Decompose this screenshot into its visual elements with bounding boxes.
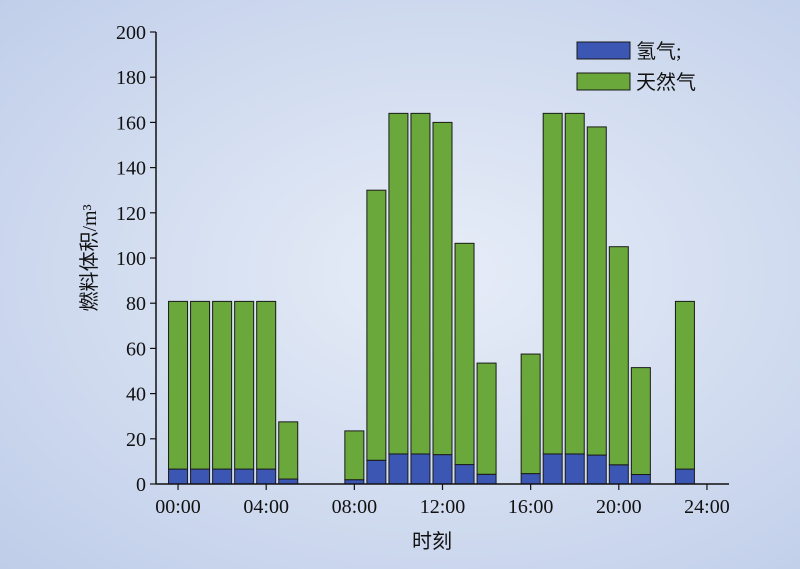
- legend-swatch-natural-gas: [576, 72, 631, 91]
- x-tick-label: 00:00: [155, 496, 201, 518]
- bar-hydrogen-hour-3: [234, 468, 255, 485]
- bar-natural-gas-hour-12: [432, 121, 453, 456]
- bar-hydrogen-hour-21: [630, 474, 651, 485]
- y-tick-label: 140: [116, 158, 146, 180]
- bar-hydrogen-hour-12: [432, 454, 453, 485]
- legend-swatch-hydrogen: [576, 41, 631, 60]
- x-tick-label: 24:00: [684, 496, 730, 518]
- bar-hydrogen-hour-19: [586, 454, 607, 485]
- legend: 氢气; 天然气: [576, 40, 696, 94]
- bar-hydrogen-hour-20: [608, 464, 629, 485]
- y-tick-label: 160: [116, 112, 146, 134]
- bar-natural-gas-hour-23: [674, 300, 695, 470]
- bar-natural-gas-hour-0: [168, 300, 189, 470]
- y-tick-label: 100: [116, 248, 146, 270]
- y-tick-label: 180: [116, 67, 146, 89]
- bar-natural-gas-hour-9: [366, 189, 387, 461]
- bar-natural-gas-hour-18: [564, 112, 585, 455]
- bar-hydrogen-hour-13: [454, 464, 475, 485]
- bar-natural-gas-hour-1: [190, 300, 211, 470]
- bar-natural-gas-hour-21: [630, 367, 651, 476]
- legend-label-natural-gas: 天然气: [636, 71, 696, 94]
- y-tick-label: 20: [126, 429, 146, 451]
- x-tick-label: 12:00: [420, 496, 466, 518]
- bars-group: [168, 112, 695, 485]
- y-tick-label: 0: [136, 474, 146, 496]
- bar-natural-gas-hour-8: [344, 430, 365, 481]
- bar-natural-gas-hour-14: [476, 362, 497, 475]
- bar-hydrogen-hour-14: [476, 473, 497, 485]
- bar-natural-gas-hour-16: [520, 353, 541, 475]
- bar-hydrogen-hour-2: [212, 468, 233, 485]
- y-ticks-group: 0 20 40 60 80 100 120 140 160 180 200: [116, 22, 156, 496]
- bar-hydrogen-hour-11: [410, 453, 431, 485]
- bar-hydrogen-hour-4: [256, 468, 277, 485]
- y-axis-label: 燃料体积/m³: [78, 204, 101, 311]
- bar-natural-gas-hour-4: [256, 300, 277, 470]
- bar-hydrogen-hour-10: [388, 453, 409, 485]
- y-tick-label: 200: [116, 22, 146, 44]
- bar-hydrogen-hour-23: [674, 468, 695, 485]
- bar-natural-gas-hour-10: [388, 112, 409, 455]
- bar-hydrogen-hour-1: [190, 468, 211, 485]
- bar-natural-gas-hour-11: [410, 112, 431, 455]
- bar-natural-gas-hour-3: [234, 300, 255, 470]
- bar-natural-gas-hour-17: [542, 112, 563, 455]
- bar-natural-gas-hour-2: [212, 300, 233, 470]
- legend-label-hydrogen: 氢气;: [636, 40, 682, 63]
- y-tick-label: 120: [116, 203, 146, 225]
- bar-hydrogen-hour-18: [564, 453, 585, 485]
- bar-natural-gas-hour-20: [608, 246, 629, 466]
- bar-natural-gas-hour-5: [278, 421, 299, 480]
- bar-hydrogen-hour-9: [366, 459, 387, 485]
- x-ticks-group: 00:00 04:00 08:00 12:00 16:00 20:00 24:00: [155, 484, 730, 518]
- bar-natural-gas-hour-13: [454, 242, 475, 466]
- y-tick-label: 40: [126, 384, 146, 406]
- y-tick-label: 80: [126, 293, 146, 315]
- bar-hydrogen-hour-16: [520, 473, 541, 485]
- bar-hydrogen-hour-0: [168, 468, 189, 485]
- bar-hydrogen-hour-17: [542, 453, 563, 485]
- bar-natural-gas-hour-19: [586, 126, 607, 456]
- y-tick-label: 60: [126, 338, 146, 360]
- x-axis-label: 时刻: [412, 530, 452, 553]
- x-tick-label: 04:00: [243, 496, 289, 518]
- x-tick-label: 16:00: [508, 496, 554, 518]
- x-tick-label: 20:00: [596, 496, 642, 518]
- x-tick-label: 08:00: [332, 496, 378, 518]
